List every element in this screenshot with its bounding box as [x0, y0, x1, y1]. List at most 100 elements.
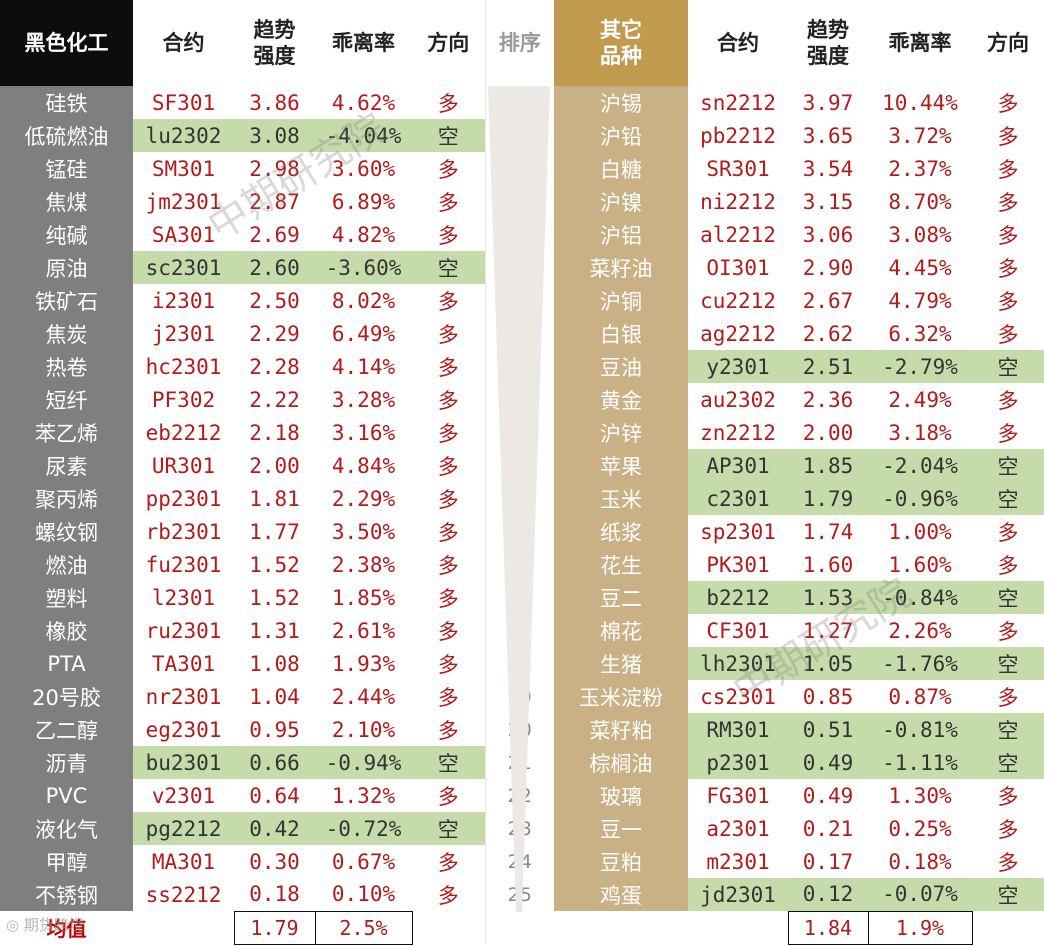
right-trend-strength: 3.06	[788, 218, 868, 251]
left-variety-name: 塑料	[0, 581, 133, 614]
left-trend-strength: 1.08	[234, 647, 315, 680]
right-variety-name: 沪镍	[554, 185, 688, 218]
average-empty-cell	[133, 911, 234, 944]
left-direction: 多	[412, 350, 485, 383]
left-contract-code: sc2301	[133, 251, 234, 284]
right-direction: 多	[972, 779, 1044, 812]
right-contract-code: al2212	[688, 218, 788, 251]
rank-number: 3	[484, 152, 554, 185]
right-category-line2: 品种	[600, 44, 642, 68]
right-deviation-rate: -0.07%	[868, 878, 972, 911]
left-deviation-rate: -4.04%	[315, 119, 412, 152]
left-contract-code: j2301	[133, 317, 234, 350]
right-variety-name: 豆一	[554, 812, 688, 845]
left-contract-code: eb2212	[133, 416, 234, 449]
left-variety-name: 原油	[0, 251, 133, 284]
right-trend-strength-header: 趋势 强度	[788, 0, 868, 86]
left-direction: 空	[412, 746, 485, 779]
left-variety-name: 橡胶	[0, 614, 133, 647]
left-deviation-rate: 6.89%	[315, 185, 412, 218]
right-direction: 多	[972, 251, 1044, 284]
right-contract-code: sn2212	[688, 86, 788, 119]
left-deviation-rate: 8.02%	[315, 284, 412, 317]
right-trend-strength: 0.85	[788, 680, 868, 713]
right-variety-name: 豆二	[554, 581, 688, 614]
right-trend-strength: 0.21	[788, 812, 868, 845]
trend-label-line2: 强度	[807, 44, 849, 68]
right-deviation-rate: -1.76%	[868, 647, 972, 680]
rank-number: 4	[484, 185, 554, 218]
right-trend-strength: 0.12	[788, 878, 868, 911]
left-variety-name: 燃油	[0, 548, 133, 581]
right-contract-code: cu2212	[688, 284, 788, 317]
left-variety-name: PTA	[0, 647, 133, 680]
left-variety-name: 热卷	[0, 350, 133, 383]
right-deviation-rate: 1.00%	[868, 515, 972, 548]
right-contract-code: p2301	[688, 746, 788, 779]
left-variety-name: 短纤	[0, 383, 133, 416]
right-deviation-rate: 2.37%	[868, 152, 972, 185]
right-contract-code: pb2212	[688, 119, 788, 152]
table-row: 液化气 pg2212 0.42 -0.72% 空 23 豆一 a2301 0.21 0.25% 多	[0, 812, 1044, 845]
left-deviation-rate: 2.44%	[315, 680, 412, 713]
right-trend-strength: 1.53	[788, 581, 868, 614]
left-variety-name: PVC	[0, 779, 133, 812]
rank-number: 6	[484, 251, 554, 284]
left-direction: 多	[412, 185, 485, 218]
left-variety-name: 铁矿石	[0, 284, 133, 317]
right-trend-strength: 2.90	[788, 251, 868, 284]
right-variety-name: 黄金	[554, 383, 688, 416]
right-variety-name: 菜籽粕	[554, 713, 688, 746]
left-direction: 多	[412, 647, 485, 680]
left-variety-name: 螺纹钢	[0, 515, 133, 548]
right-variety-name: 沪铅	[554, 119, 688, 152]
left-contract-code: pg2212	[133, 812, 234, 845]
left-trend-strength: 2.98	[234, 152, 315, 185]
right-deviation-rate: 1.60%	[868, 548, 972, 581]
left-direction: 空	[412, 119, 485, 152]
left-variety-name: 硅铁	[0, 86, 133, 119]
right-deviation-rate: 2.49%	[868, 383, 972, 416]
right-direction: 多	[972, 383, 1044, 416]
right-contract-code: c2301	[688, 482, 788, 515]
left-deviation-rate: 2.10%	[315, 713, 412, 746]
left-contract-code: l2301	[133, 581, 234, 614]
right-trend-strength: 1.05	[788, 647, 868, 680]
left-trend-strength: 0.30	[234, 845, 315, 878]
right-deviation-rate: 4.45%	[868, 251, 972, 284]
left-direction: 多	[412, 383, 485, 416]
left-contract-code: hc2301	[133, 350, 234, 383]
left-variety-name: 苯乙烯	[0, 416, 133, 449]
rank-number: 16	[484, 581, 554, 614]
left-variety-name: 不锈钢	[0, 878, 133, 911]
right-trend-strength: 1.27	[788, 614, 868, 647]
table-row: PTA TA301 1.08 1.93% 多 18 生猪 lh2301 1.05 -1.76% 空	[0, 647, 1044, 680]
right-deviation-rate: 2.26%	[868, 614, 972, 647]
right-trend-strength: 0.17	[788, 845, 868, 878]
left-contract-code: ss2212	[133, 878, 234, 911]
left-variety-name: 甲醇	[0, 845, 133, 878]
right-contract-code: RM301	[688, 713, 788, 746]
right-deviation-rate: 3.72%	[868, 119, 972, 152]
left-contract-code: lu2302	[133, 119, 234, 152]
right-contract-code: OI301	[688, 251, 788, 284]
left-trend-strength: 0.64	[234, 779, 315, 812]
left-trend-strength: 2.50	[234, 284, 315, 317]
table-row: PVC v2301 0.64 1.32% 多 22 玻璃 FG301 0.49 1.30% 多	[0, 779, 1044, 812]
right-deviation-rate: 6.32%	[868, 317, 972, 350]
right-trend-strength: 1.79	[788, 482, 868, 515]
right-direction: 多	[972, 812, 1044, 845]
rank-number: 2	[484, 119, 554, 152]
table-row: 螺纹钢 rb2301 1.77 3.50% 多 14 纸浆 sp2301 1.74 1.00% 多	[0, 515, 1044, 548]
left-variety-name: 焦炭	[0, 317, 133, 350]
right-trend-strength: 3.97	[788, 86, 868, 119]
right-contract-code: ag2212	[688, 317, 788, 350]
right-variety-name: 沪铝	[554, 218, 688, 251]
right-contract-code: AP301	[688, 449, 788, 482]
left-trend-strength: 2.28	[234, 350, 315, 383]
rank-number: 23	[484, 812, 554, 845]
right-trend-strength: 2.00	[788, 416, 868, 449]
right-trend-strength: 2.36	[788, 383, 868, 416]
